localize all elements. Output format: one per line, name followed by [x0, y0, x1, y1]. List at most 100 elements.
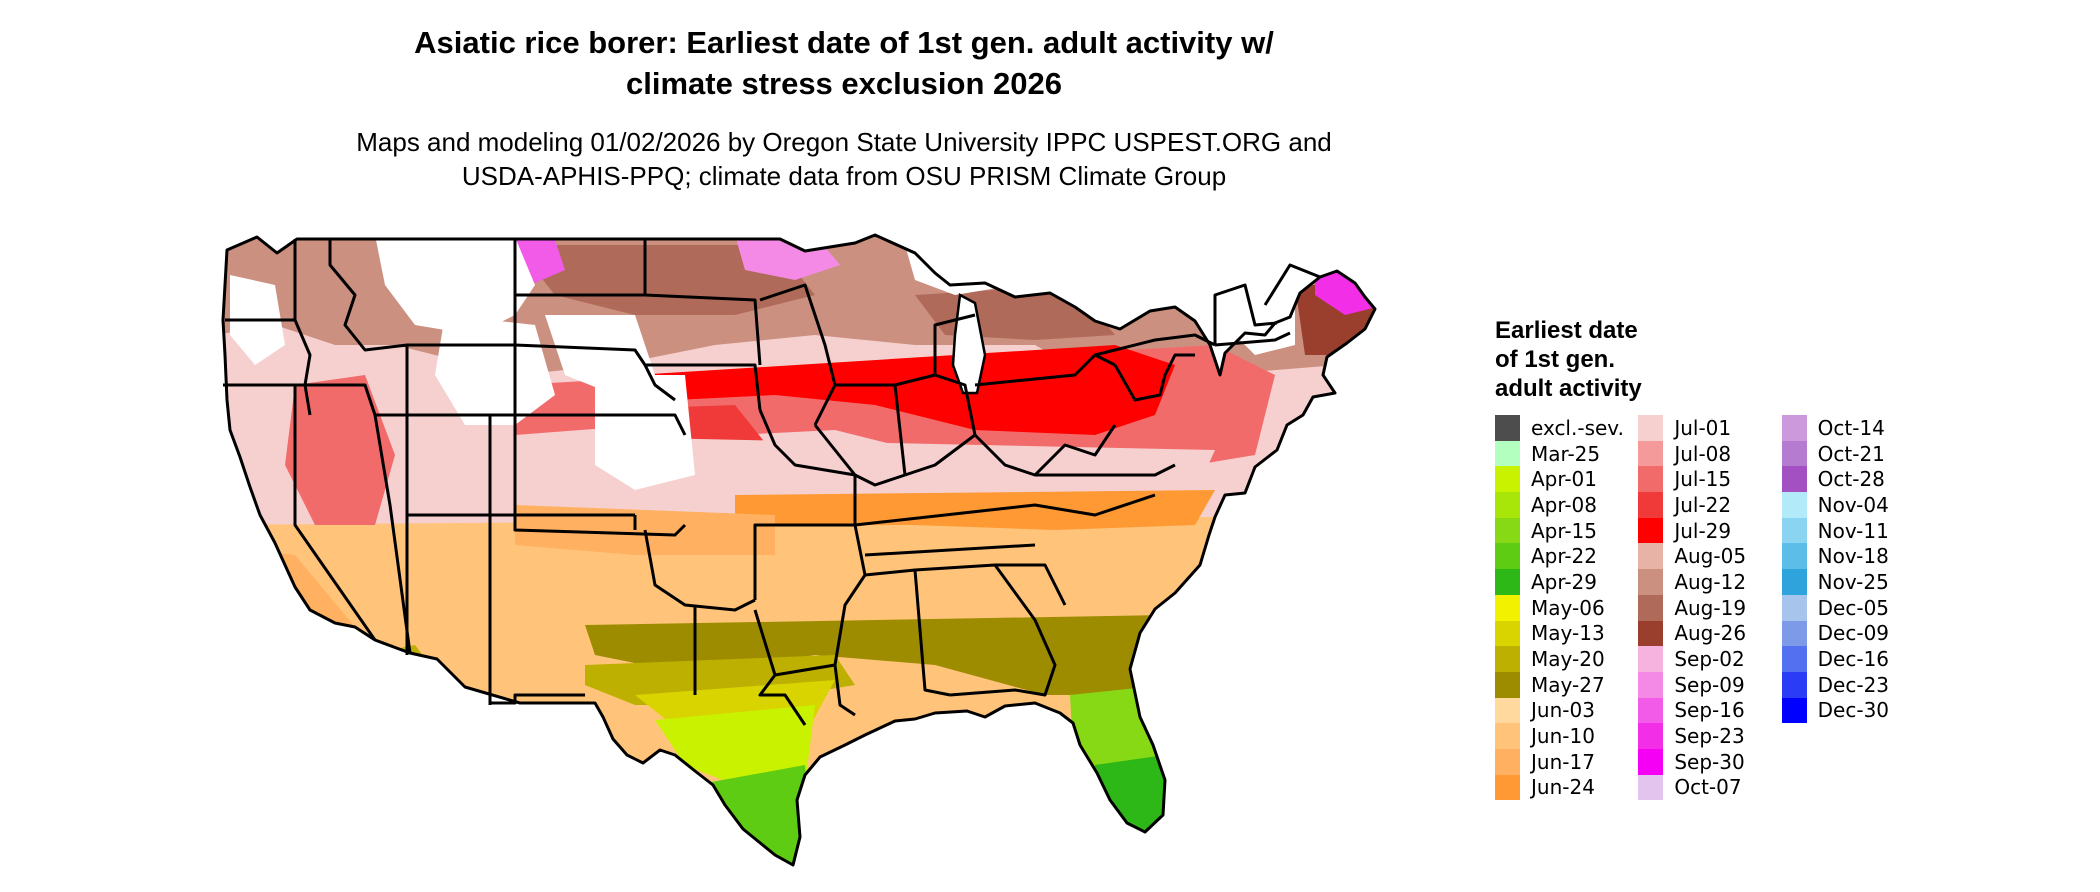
legend-swatch [1781, 569, 1807, 595]
legend-swatch [1638, 569, 1664, 595]
legend-swatch [1495, 569, 1520, 595]
zone-unsuitable-idaho [435, 315, 555, 425]
legend-label: May-27 [1531, 672, 1605, 697]
legend-swatch [1495, 620, 1520, 647]
legend-label: Oct-14 [1817, 415, 1885, 440]
legend-label: Sep-16 [1674, 698, 1745, 723]
border-maine [1263, 263, 1321, 306]
legend-swatch [1781, 492, 1807, 518]
legend-label: Jul-01 [1674, 415, 1732, 440]
border-miss-river [833, 524, 867, 666]
zone-apr-22 [685, 765, 815, 865]
zone-apr-01 [655, 705, 815, 785]
legend-swatch [1638, 594, 1664, 621]
legend-label: May-13 [1531, 621, 1605, 646]
legend-item: Dec-23 [1781, 671, 1925, 698]
border-new-york-south [1094, 333, 1216, 357]
legend-label: Jul-22 [1674, 492, 1732, 517]
legend-item: Oct-14 [1781, 415, 1925, 441]
legend-item: Apr-15 [1495, 517, 1638, 544]
legend-swatch [1781, 671, 1807, 698]
zone-jun-10 [223, 515, 1375, 865]
legend-label: Apr-22 [1531, 544, 1597, 569]
legend-label: Jun-03 [1531, 698, 1595, 723]
legend-item: Nov-18 [1781, 543, 1925, 570]
legend-title-line-2: of 1st gen. [1495, 346, 1616, 373]
legend-item: Apr-22 [1495, 543, 1638, 570]
border-vermont-nh [1213, 283, 1278, 345]
legend-label: Aug-12 [1674, 569, 1747, 594]
border-arkansas [753, 523, 855, 600]
legend-item: Apr-29 [1495, 569, 1638, 595]
legend-item: May-06 [1495, 594, 1638, 621]
legend-columns: excl.-sev. Mar-25 Apr-01 Apr-08 Apr-15 Apr-22… [1495, 415, 1925, 801]
legend-item: Aug-12 [1638, 569, 1781, 595]
legend-swatch [1638, 492, 1664, 518]
legend-label: Apr-15 [1531, 518, 1597, 543]
map-header: Asiatic rice borer: Earliest date of 1st… [270, 22, 1418, 193]
legend: Earliest date of 1st gen. adult activity… [1495, 316, 1925, 801]
legend-label: Apr-29 [1531, 569, 1597, 594]
legend-label: Nov-25 [1817, 569, 1889, 594]
legend-swatch [1495, 594, 1520, 621]
legend-swatch [1781, 440, 1807, 467]
legend-label: Dec-05 [1817, 595, 1890, 620]
legend-item: Jun-24 [1495, 774, 1638, 801]
border-idaho-oregon [293, 319, 312, 416]
legend-swatch [1495, 517, 1520, 544]
legend-label: Nov-04 [1817, 492, 1889, 517]
zone-sep-30 [1075, 250, 1135, 297]
legend-swatch [1495, 492, 1520, 518]
border-nm-south [490, 693, 585, 705]
legend-item: Jul-08 [1638, 440, 1781, 467]
border-pennsylvania [974, 353, 1116, 387]
legend-label: May-20 [1531, 647, 1605, 672]
legend-swatch [1495, 646, 1520, 672]
us-map [215, 225, 1460, 892]
legend-label: Aug-26 [1674, 621, 1747, 646]
legend-label: Oct-21 [1817, 441, 1885, 466]
legend-item: Oct-07 [1638, 774, 1781, 801]
legend-swatch [1638, 620, 1664, 647]
legend-item: Nov-04 [1781, 492, 1925, 518]
border-mississippi [774, 663, 856, 717]
zone-aug-19 [515, 245, 815, 315]
legend-item: Aug-05 [1638, 543, 1781, 570]
legend-label: Oct-07 [1674, 775, 1742, 800]
state-borders [221, 233, 1377, 867]
legend-label: Apr-08 [1531, 492, 1597, 517]
legend-item: Sep-16 [1638, 697, 1781, 724]
legend-label: excl.-sev. [1531, 415, 1624, 440]
map-subtitle: Maps and modeling 01/02/2026 by Oregon S… [270, 125, 1418, 193]
legend-label: Dec-23 [1817, 672, 1890, 697]
legend-item: Apr-01 [1495, 466, 1638, 493]
legend-swatch [1781, 517, 1807, 544]
legend-label: Jul-08 [1674, 441, 1732, 466]
legend-item: May-13 [1495, 620, 1638, 647]
legend-title: Earliest date of 1st gen. adult activity [1495, 316, 1925, 403]
legend-swatch [1495, 697, 1520, 724]
border-kansas-oklahoma [513, 515, 687, 537]
subtitle-line-2: USDA-APHIS-PPQ; climate data from OSU PR… [461, 161, 1227, 191]
legend-label: Jul-15 [1674, 467, 1732, 492]
legend-item: Jul-22 [1638, 492, 1781, 518]
legend-item: Oct-21 [1781, 440, 1925, 467]
legend-item: Dec-30 [1781, 697, 1925, 724]
legend-label: Sep-23 [1674, 724, 1745, 749]
border-missouri [758, 409, 857, 525]
legend-swatch [1638, 697, 1664, 724]
border-oregon-south [223, 383, 407, 417]
legend-label: Apr-01 [1531, 467, 1597, 492]
legend-label: Dec-30 [1817, 698, 1890, 723]
legend-item: excl.-sev. [1495, 415, 1638, 441]
zone-jul-29 [635, 345, 1175, 435]
border-alabama [864, 568, 951, 697]
border-mass [1214, 331, 1291, 347]
legend-label: Nov-18 [1817, 544, 1889, 569]
legend-item: Aug-26 [1638, 620, 1781, 647]
border-wisconsin-illinois [759, 283, 837, 426]
legend-item: Jul-15 [1638, 466, 1781, 493]
zone-unsuitable-montana-west [375, 235, 535, 335]
legend-column-2: Jul-01 Jul-08 Jul-15 Jul-22 Jul-29 Aug-05 Aug-… [1638, 415, 1781, 801]
legend-label: Aug-19 [1674, 595, 1747, 620]
